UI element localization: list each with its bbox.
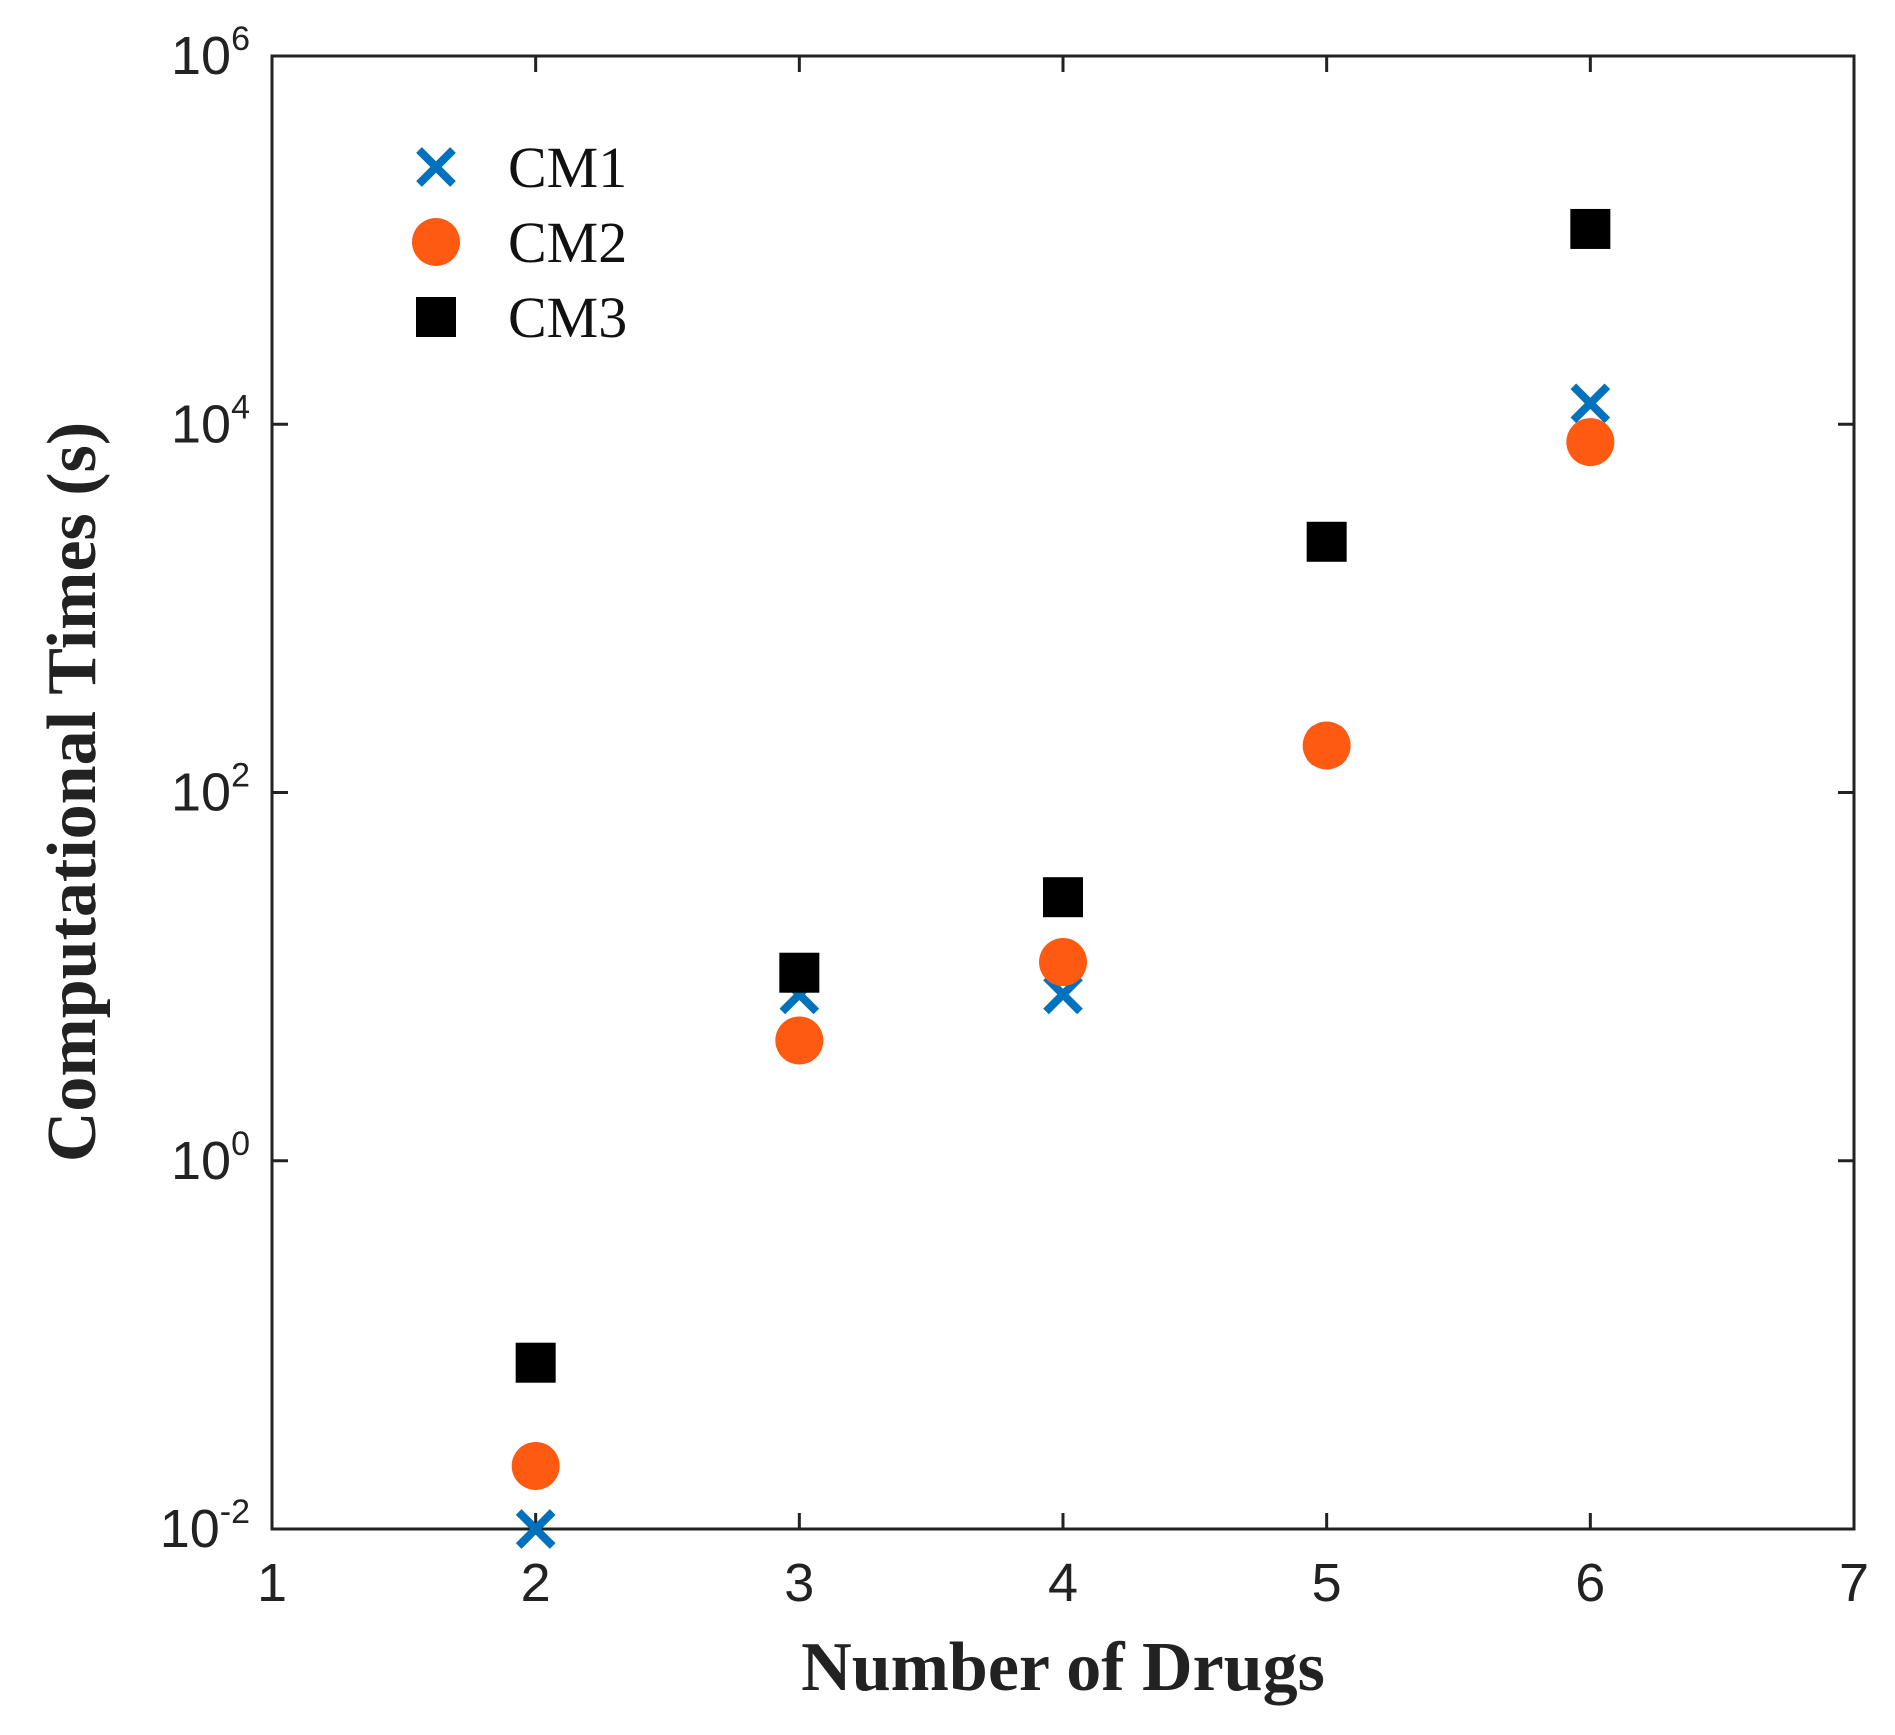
cm3-point xyxy=(515,1342,556,1383)
cm3-point xyxy=(1306,521,1347,562)
cm3-point xyxy=(1043,877,1083,918)
x-axis-title: Number of Drugs xyxy=(801,1629,1325,1706)
legend: CM1 CM2 CM3 xyxy=(412,135,627,350)
x-tick-label: 3 xyxy=(784,1553,814,1613)
cm2-point xyxy=(775,1016,824,1065)
x-tick-label: 4 xyxy=(1048,1553,1078,1613)
x-tick-label: 7 xyxy=(1839,1553,1869,1613)
legend-cm2-label: CM2 xyxy=(508,210,627,275)
y-axis-title: Computational Times (s) xyxy=(34,422,111,1162)
cm1-point-stroke-b xyxy=(1570,383,1611,424)
axis-ticks: 1 2 3 4 5 6 7 10-2 100 102 104 106 xyxy=(160,20,1869,1613)
cm2-point xyxy=(1302,721,1351,770)
cm1-point-stroke-b xyxy=(515,1509,556,1549)
legend-cm1-marker-stroke-b xyxy=(416,147,456,187)
legend-cm1-marker xyxy=(416,147,456,187)
y-tick-label: 106 xyxy=(171,20,250,86)
x-tick-label: 5 xyxy=(1312,1553,1342,1613)
cm2-point xyxy=(1039,938,1087,987)
data-marks xyxy=(511,208,1615,1549)
cm2-point xyxy=(1566,418,1615,467)
y-tick-label: 104 xyxy=(171,388,250,454)
x-tick-label: 1 xyxy=(257,1553,287,1613)
cm1-point xyxy=(515,1509,556,1549)
cm2-point xyxy=(511,1441,560,1490)
cm3-point xyxy=(779,952,820,993)
legend-cm3-label: CM3 xyxy=(508,285,627,350)
y-tick-label: 10-2 xyxy=(160,1493,250,1559)
x-tick-label: 2 xyxy=(521,1553,551,1613)
legend-cm3-marker xyxy=(416,297,456,337)
legend-cm2-marker xyxy=(412,218,460,266)
y-tick-label: 102 xyxy=(171,757,250,823)
x-tick-label: 6 xyxy=(1575,1553,1605,1613)
legend-cm1-label: CM1 xyxy=(508,135,627,200)
y-tick-label: 100 xyxy=(171,1125,250,1191)
plot-area xyxy=(270,54,1856,1531)
cm3-point xyxy=(1570,208,1611,249)
cm1-point xyxy=(1570,383,1611,424)
